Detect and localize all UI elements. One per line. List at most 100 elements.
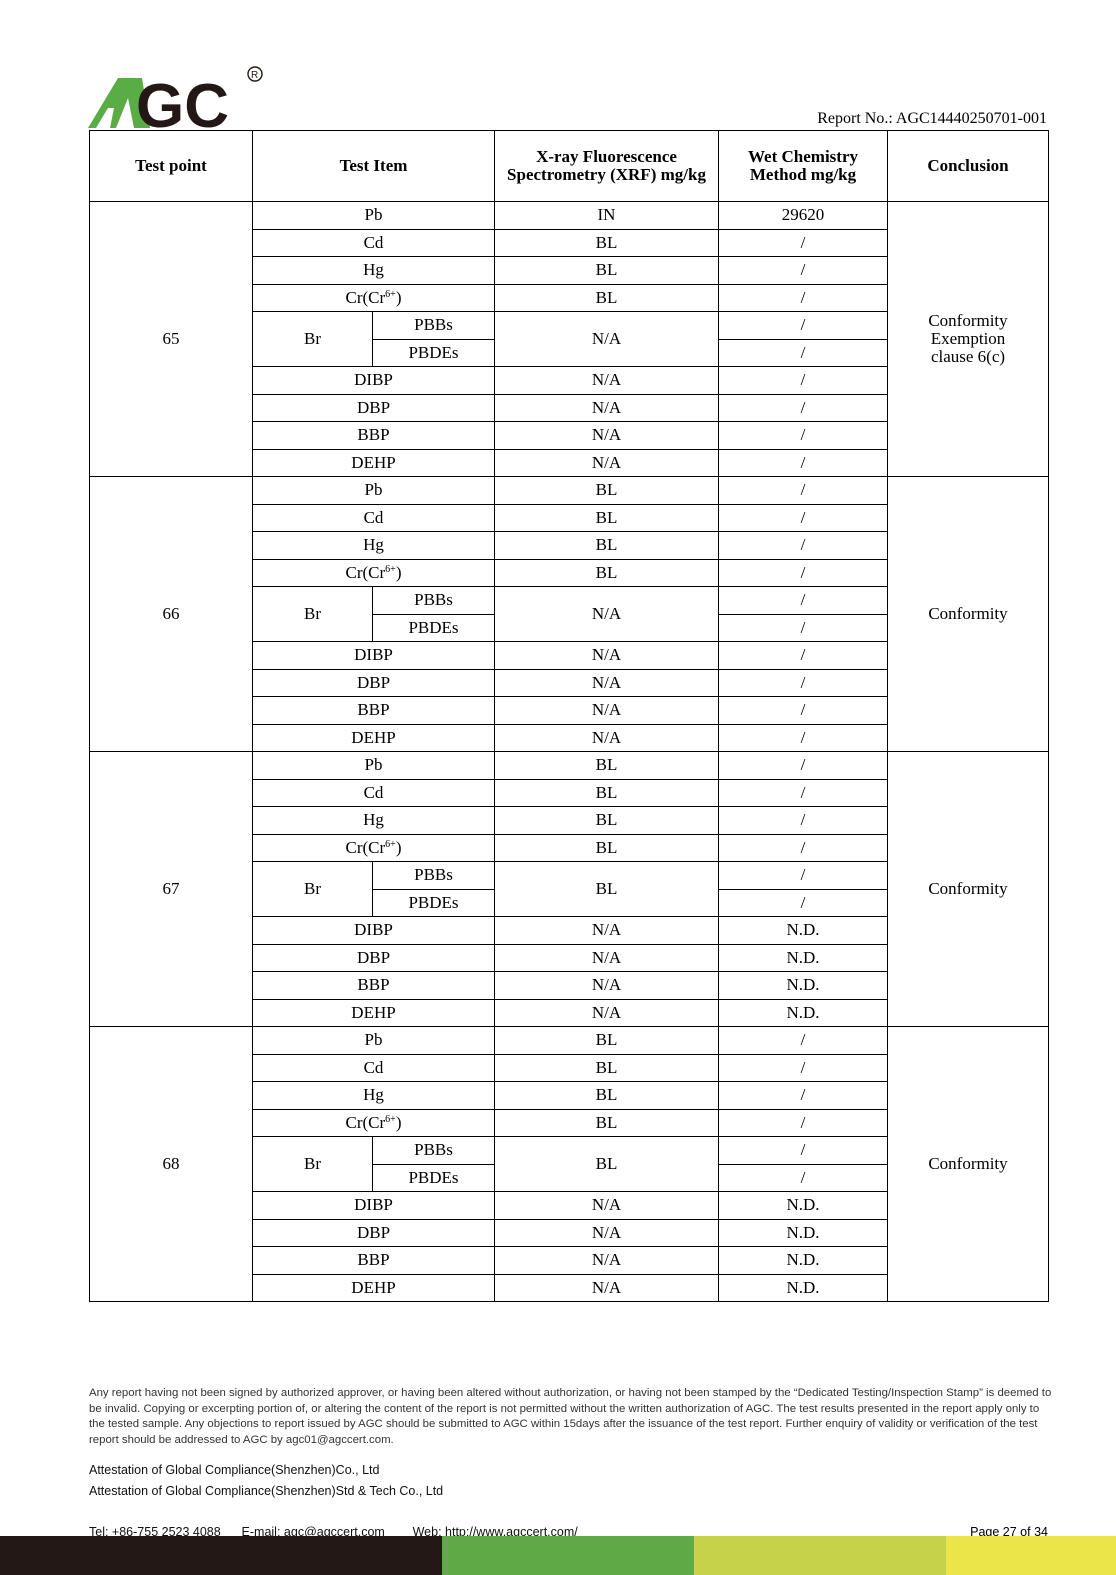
wet-chemistry-cell: /	[718, 558, 888, 587]
xrf-cell: BL	[494, 1108, 719, 1137]
test-item-cell: Hg	[252, 256, 495, 285]
test-item-cell: DIBP	[252, 366, 495, 395]
test-item-base: Cr(Cr	[345, 837, 386, 857]
test-item-cell: Hg	[252, 806, 495, 835]
wet-chemistry-cell: 29620	[718, 201, 888, 230]
xrf-cell: N/A	[494, 1191, 719, 1220]
table-row: Cd BL /	[90, 228, 1049, 257]
test-item-cell: Cd	[252, 1053, 495, 1082]
table-row: DIBP N/A /	[90, 641, 1049, 670]
conclusion-cell: Conformity	[887, 476, 1049, 752]
xrf-cell: N/A	[494, 916, 719, 945]
xrf-cell: BL	[494, 806, 719, 835]
footer-bar-green	[442, 1536, 694, 1575]
test-item-cell: PBDEs	[372, 888, 495, 917]
xrf-cell: BL	[494, 1026, 719, 1055]
test-item-tail: )	[395, 1112, 402, 1132]
footer-bar-black	[0, 1536, 442, 1575]
wet-chemistry-cell: /	[718, 283, 888, 312]
test-item-cell: DEHP	[252, 1273, 495, 1302]
table-row: Hg BL /	[90, 806, 1049, 835]
test-item-tail: )	[395, 562, 402, 582]
table-row: Cr(Cr6+) BL /	[90, 833, 1049, 862]
wet-chemistry-cell: /	[718, 641, 888, 670]
wet-chemistry-cell: /	[718, 1026, 888, 1055]
xrf-cell: BL	[494, 778, 719, 807]
header-wet-chemistry: Wet Chemistry Method mg/kg	[718, 130, 888, 202]
test-item-cell: Cd	[252, 228, 495, 257]
table-row: Cr(Cr6+) BL /	[90, 1108, 1049, 1137]
test-item-tail: )	[395, 287, 402, 307]
test-item-cell: DEHP	[252, 448, 495, 477]
test-item-cell: BBP	[252, 421, 495, 450]
test-results-table: Test point Test Item X-ray Fluorescence …	[89, 130, 1049, 1302]
page-number: Page 27 of 34	[970, 1525, 1048, 1539]
xrf-cell: BL	[494, 558, 719, 587]
table-row: DEHP N/A N.D.	[90, 998, 1049, 1027]
table-row: PBDEs /	[90, 338, 1049, 367]
xrf-cell: BL	[494, 256, 719, 285]
br-label-cell: Br	[252, 1136, 373, 1192]
xrf-cell: BL	[494, 476, 719, 505]
wet-chemistry-cell: /	[718, 421, 888, 450]
wet-chemistry-cell: /	[718, 1053, 888, 1082]
test-item-cell: Pb	[252, 1026, 495, 1055]
test-item-cell: Pb	[252, 476, 495, 505]
test-item-cell: Cr(Cr6+)	[252, 833, 495, 862]
wet-chemistry-cell: /	[718, 833, 888, 862]
table-row: DEHP N/A /	[90, 723, 1049, 752]
wet-chemistry-cell: N.D.	[718, 998, 888, 1027]
wet-chemistry-cell: N.D.	[718, 1191, 888, 1220]
company-name-2: Attestation of Global Compliance(Shenzhe…	[89, 1484, 444, 1498]
table-row: DBP N/A N.D.	[90, 943, 1049, 972]
table-row: Cd BL /	[90, 503, 1049, 532]
table-row: 68 Pb BL / Conformity	[89, 1026, 1049, 1302]
svg-text:R: R	[251, 70, 258, 81]
table-row: DIBP N/A N.D.	[90, 916, 1049, 945]
header-test-point: Test point	[89, 130, 253, 202]
xrf-cell: BL	[494, 1081, 719, 1110]
test-item-cell: PBBs	[372, 586, 495, 615]
xrf-cell: N/A	[494, 998, 719, 1027]
xrf-cell: IN	[494, 201, 719, 230]
test-item-cell: Hg	[252, 531, 495, 560]
xrf-cell: BL	[494, 751, 719, 780]
table-row: Hg BL /	[90, 1081, 1049, 1110]
test-item-cell: DIBP	[252, 1191, 495, 1220]
test-item-superscript: 6+	[385, 1113, 396, 1125]
wet-chemistry-cell: /	[718, 1081, 888, 1110]
conclusion-cell: Conformity Exemption clause 6(c)	[887, 201, 1049, 477]
test-item-cell: PBDEs	[372, 1163, 495, 1192]
table-row: BBP N/A N.D.	[90, 1246, 1049, 1275]
xrf-cell: N/A	[494, 421, 719, 450]
xrf-cell: N/A	[494, 668, 719, 697]
wet-chemistry-cell: /	[718, 256, 888, 285]
br-label-cell: Br	[252, 586, 373, 642]
xrf-cell: N/A	[494, 723, 719, 752]
wet-chemistry-cell: /	[718, 448, 888, 477]
wet-chemistry-cell: /	[718, 696, 888, 725]
wet-chemistry-cell: /	[718, 1108, 888, 1137]
wet-chemistry-cell: /	[718, 613, 888, 642]
contact-info: Tel: +86-755 2523 4088 E-mail: agc@agcce…	[89, 1525, 578, 1539]
table-row: Cr(Cr6+) BL /	[90, 558, 1049, 587]
wet-chemistry-cell: /	[718, 311, 888, 340]
report-number: Report No.: AGC14440250701-001	[817, 110, 1047, 127]
test-item-cell: Cd	[252, 778, 495, 807]
xrf-cell: N/A	[494, 586, 719, 642]
test-point-cell: 67	[89, 751, 253, 1027]
xrf-cell: BL	[494, 833, 719, 862]
xrf-cell: N/A	[494, 448, 719, 477]
wet-chemistry-cell: N.D.	[718, 1246, 888, 1275]
xrf-cell: N/A	[494, 1218, 719, 1247]
wet-chemistry-cell: /	[718, 861, 888, 890]
test-item-cell: PBBs	[372, 311, 495, 340]
xrf-cell: BL	[494, 861, 719, 917]
wet-chemistry-cell: N.D.	[718, 1218, 888, 1247]
test-item-cell: PBBs	[372, 1136, 495, 1165]
wet-chemistry-cell: /	[718, 806, 888, 835]
test-item-base: Cr(Cr	[345, 562, 386, 582]
table-row: DBP N/A /	[90, 668, 1049, 697]
table-row: PBDEs /	[90, 1163, 1049, 1192]
test-item-cell: DEHP	[252, 998, 495, 1027]
